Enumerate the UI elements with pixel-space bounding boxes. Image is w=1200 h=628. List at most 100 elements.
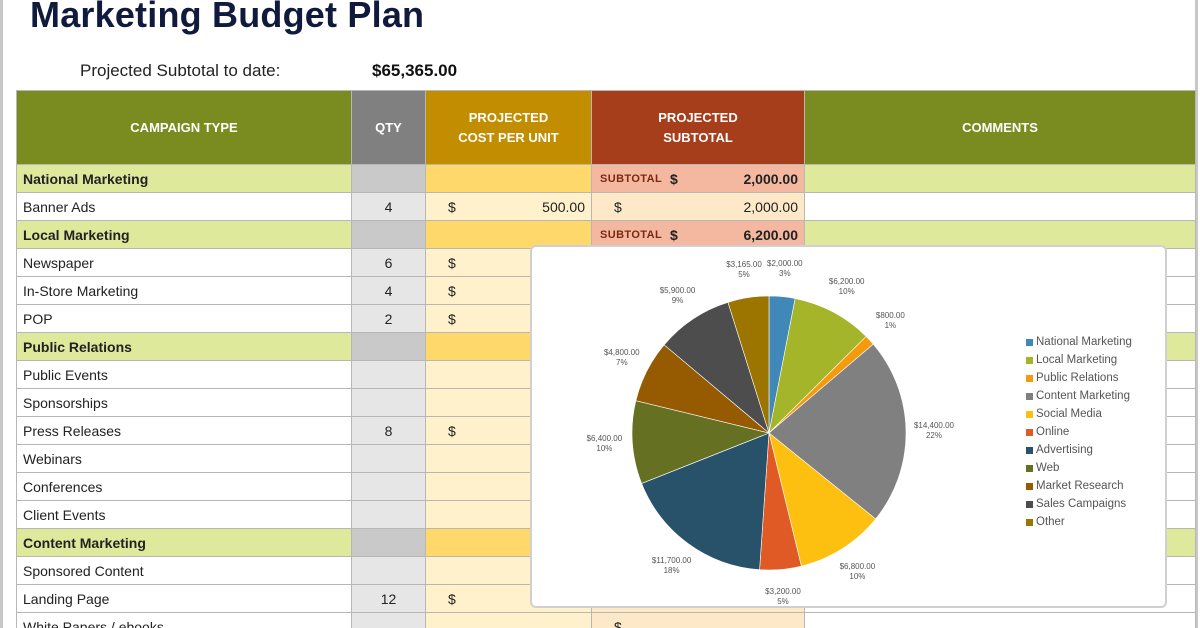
campaign-cell[interactable]: White Papers / ebooks: [16, 612, 352, 628]
qty-cell[interactable]: [351, 360, 426, 389]
qty-cell[interactable]: 4: [351, 192, 426, 221]
subtotal-cell[interactable]: $2,000.00: [591, 192, 805, 221]
campaign-cell[interactable]: Press Releases: [16, 416, 352, 445]
subtotal-tag: SUBTOTAL: [600, 172, 663, 185]
campaign-cell[interactable]: Banner Ads: [16, 192, 352, 221]
pie-slice[interactable]: [768, 298, 867, 434]
pie-slice[interactable]: [631, 400, 770, 484]
legend-item[interactable]: Web: [1026, 459, 1132, 477]
legend-item[interactable]: Sales Campaigns: [1026, 495, 1132, 513]
legend-item[interactable]: Social Media: [1026, 405, 1132, 423]
header-cost-line1: PROJECTED: [468, 109, 549, 125]
campaign-cell[interactable]: Public Events: [16, 360, 352, 389]
header-cost-per-unit[interactable]: PROJECTED COST PER UNIT: [425, 90, 592, 165]
currency-symbol: $: [448, 254, 456, 271]
legend-item[interactable]: Other: [1026, 513, 1132, 531]
campaign-cell[interactable]: Conferences: [16, 472, 352, 501]
header-qty[interactable]: QTY: [351, 90, 426, 165]
pie-slice[interactable]: [768, 432, 877, 567]
legend-label: Public Relations: [1036, 372, 1119, 384]
comments-cell[interactable]: [804, 612, 1196, 628]
currency-symbol: $: [448, 198, 456, 215]
qty-cell[interactable]: [351, 164, 426, 193]
comments-cell[interactable]: [804, 220, 1196, 249]
subtotal-amount: 6,200.00: [743, 226, 799, 243]
qty-cell[interactable]: [351, 332, 426, 361]
pie-data-label: $800.00 1%: [875, 311, 905, 331]
currency-symbol: $: [614, 618, 622, 628]
header-campaign-type[interactable]: CAMPAIGN TYPE: [16, 90, 352, 165]
legend-item[interactable]: Advertising: [1026, 441, 1132, 459]
legend-swatch-icon: [1026, 446, 1033, 454]
qty-cell[interactable]: 2: [351, 304, 426, 333]
legend-label: National Marketing: [1036, 336, 1132, 348]
campaign-cell[interactable]: National Marketing: [16, 164, 352, 193]
currency-symbol: $: [670, 226, 678, 243]
legend-swatch-icon: [1026, 338, 1033, 346]
legend-item[interactable]: National Marketing: [1026, 333, 1132, 351]
cost-cell[interactable]: [425, 612, 592, 628]
campaign-cell[interactable]: In-Store Marketing: [16, 276, 352, 305]
campaign-cell[interactable]: Client Events: [16, 500, 352, 529]
comments-cell[interactable]: [804, 192, 1196, 221]
legend-swatch-icon: [1026, 428, 1033, 436]
subtotal-cell[interactable]: SUBTOTAL $6,200.00: [591, 220, 805, 249]
qty-cell[interactable]: 8: [351, 416, 426, 445]
cost-cell[interactable]: [425, 164, 592, 193]
currency-symbol: $: [448, 590, 456, 607]
qty-cell[interactable]: [351, 612, 426, 628]
pie-slice[interactable]: [727, 295, 770, 434]
currency-symbol: $: [448, 282, 456, 299]
pie-data-label: $5,900.00 9%: [659, 285, 696, 305]
qty-cell[interactable]: [351, 500, 426, 529]
table-row: White Papers / ebooks $: [16, 612, 1196, 628]
header-comments[interactable]: COMMENTS: [804, 90, 1196, 165]
projected-subtotal-value[interactable]: $65,365.00: [372, 61, 458, 80]
subtotal-cell[interactable]: SUBTOTAL $2,000.00: [591, 164, 805, 193]
campaign-cell[interactable]: Landing Page: [16, 584, 352, 613]
qty-cell[interactable]: 12: [351, 584, 426, 613]
campaign-cell[interactable]: Sponsorships: [16, 388, 352, 417]
cost-cell[interactable]: $500.00: [425, 192, 592, 221]
qty-cell[interactable]: [351, 220, 426, 249]
pie-data-label: $2,000.00 3%: [767, 258, 803, 278]
pie-slice[interactable]: [768, 343, 907, 520]
header-projected-subtotal[interactable]: PROJECTED SUBTOTAL: [591, 90, 805, 165]
pie-data-label: $14,400.00 22%: [913, 420, 954, 440]
cost-cell[interactable]: [425, 220, 592, 249]
campaign-cell[interactable]: Sponsored Content: [16, 556, 352, 585]
comments-cell[interactable]: [804, 164, 1196, 193]
subtotal-cell[interactable]: $: [591, 612, 805, 628]
group-row: Local Marketing SUBTOTAL $6,200.00: [16, 220, 1196, 249]
qty-cell[interactable]: 4: [351, 276, 426, 305]
legend-item[interactable]: Content Marketing: [1026, 387, 1132, 405]
pie-data-label: $6,800.00 10%: [839, 562, 876, 582]
legend-swatch-icon: [1026, 392, 1033, 400]
campaign-cell[interactable]: Newspaper: [16, 248, 352, 277]
campaign-cell[interactable]: Public Relations: [16, 332, 352, 361]
currency-symbol: $: [614, 198, 622, 215]
legend-item[interactable]: Public Relations: [1026, 369, 1132, 387]
campaign-cell[interactable]: Webinars: [16, 444, 352, 473]
qty-cell[interactable]: [351, 472, 426, 501]
projected-subtotal-label: Projected Subtotal to date:: [80, 61, 281, 80]
legend-swatch-icon: [1026, 356, 1033, 364]
legend-item[interactable]: Local Marketing: [1026, 351, 1132, 369]
campaign-cell[interactable]: POP: [16, 304, 352, 333]
qty-cell[interactable]: 6: [351, 248, 426, 277]
qty-cell[interactable]: [351, 444, 426, 473]
campaign-cell[interactable]: Local Marketing: [16, 220, 352, 249]
legend-label: Market Research: [1036, 480, 1124, 492]
legend-label: Web: [1036, 462, 1060, 474]
budget-pie-chart[interactable]: $2,000.00 3% $6,200.00 10% $800.00 1% $14,400.…: [530, 245, 1167, 608]
group-row: National Marketing SUBTOTAL $2,000.00: [16, 164, 1196, 193]
qty-cell[interactable]: [351, 388, 426, 417]
qty-cell[interactable]: [351, 528, 426, 557]
legend-label: Sales Campaigns: [1036, 498, 1127, 510]
qty-cell[interactable]: [351, 556, 426, 585]
legend-item[interactable]: Market Research: [1026, 477, 1132, 495]
pie-slice[interactable]: [641, 432, 770, 570]
pie-data-label: $4,800.00 7%: [603, 348, 640, 368]
legend-item[interactable]: Online: [1026, 423, 1132, 441]
campaign-cell[interactable]: Content Marketing: [16, 528, 352, 557]
